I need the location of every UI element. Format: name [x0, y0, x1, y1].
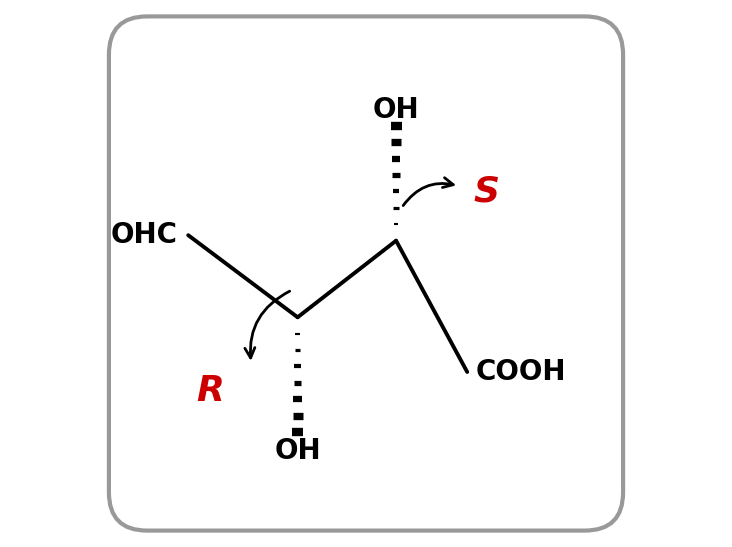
FancyBboxPatch shape — [109, 16, 623, 531]
Text: COOH: COOH — [475, 358, 566, 386]
Text: S: S — [474, 174, 499, 208]
Text: OH: OH — [373, 96, 419, 124]
Text: R: R — [196, 374, 224, 408]
Text: OH: OH — [274, 437, 321, 465]
Text: OHC: OHC — [111, 221, 177, 249]
